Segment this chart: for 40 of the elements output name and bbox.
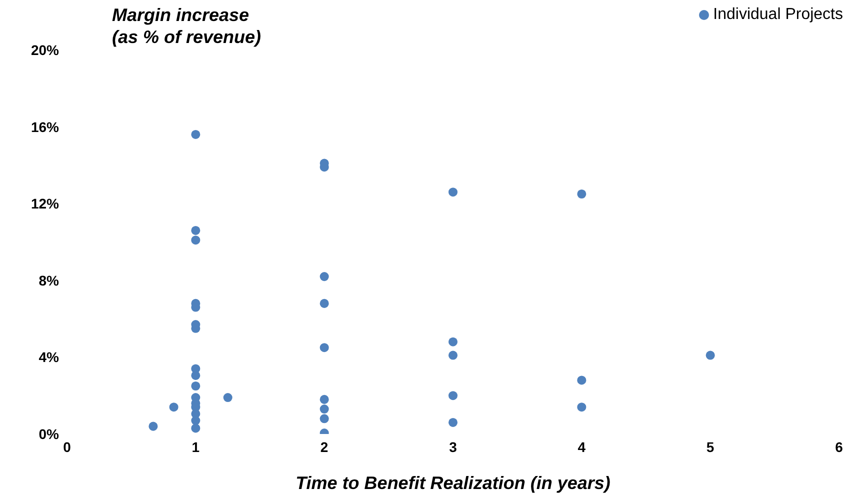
y-axis-title: Margin increase (as % of revenue) xyxy=(112,4,262,48)
y-tick-label: 12% xyxy=(30,196,60,212)
point xyxy=(448,350,458,360)
point xyxy=(191,130,200,139)
point xyxy=(191,424,200,433)
y-tick-label: 8% xyxy=(38,272,60,288)
point xyxy=(706,350,715,360)
legend-label: Individual Projects xyxy=(713,6,843,23)
x-tick-label: 2 xyxy=(320,438,328,455)
y-tick-label: 0% xyxy=(38,426,60,442)
point xyxy=(448,391,458,400)
point xyxy=(191,226,200,235)
point xyxy=(148,422,158,431)
point xyxy=(191,381,200,391)
x-tick-label: 1 xyxy=(192,438,200,455)
y-tick-label: 4% xyxy=(38,349,60,366)
x-axis-title: Time to Benefit Realization (in years) xyxy=(296,473,610,493)
point xyxy=(320,298,329,308)
point xyxy=(320,414,329,424)
point xyxy=(577,376,586,385)
x-tick-label: 3 xyxy=(449,438,458,455)
x-tick-label: 0 xyxy=(63,438,72,455)
point xyxy=(320,404,329,414)
point xyxy=(320,394,329,404)
point xyxy=(191,236,200,245)
point xyxy=(448,418,458,427)
x-tick-label: 4 xyxy=(578,438,586,455)
point xyxy=(448,188,458,197)
point xyxy=(577,402,586,412)
point xyxy=(169,402,178,412)
x-tick-label: 5 xyxy=(706,438,714,455)
point xyxy=(191,416,200,426)
point xyxy=(223,393,232,402)
x-tick-label: 6 xyxy=(835,438,844,455)
y-tick-label: 20% xyxy=(30,42,60,58)
point xyxy=(320,343,329,352)
point xyxy=(320,272,329,282)
y-tick-label: 16% xyxy=(30,118,60,135)
point xyxy=(577,189,586,199)
point xyxy=(448,337,458,346)
